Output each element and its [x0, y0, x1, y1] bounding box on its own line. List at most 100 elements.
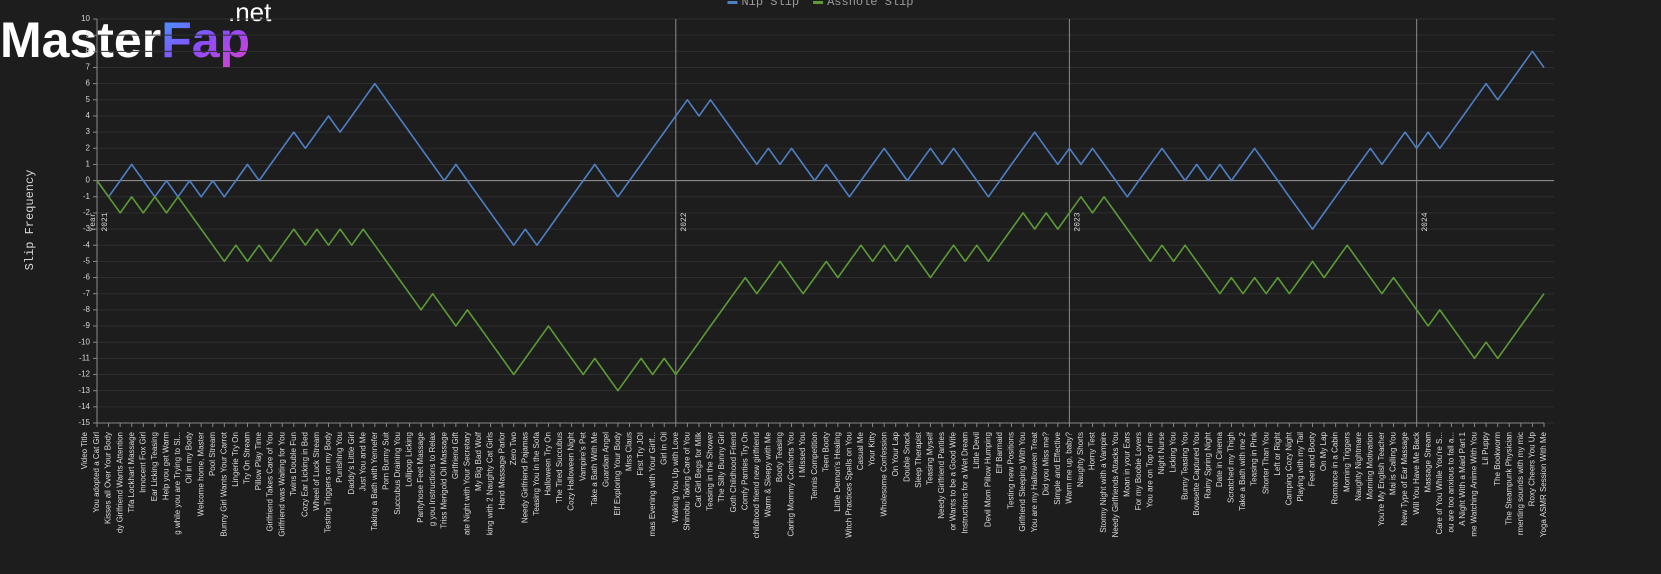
- legend-swatch: [813, 1, 824, 4]
- x-tick-label: Double Snack: [902, 431, 911, 482]
- x-tick-label: Teasing in the Shower: [706, 432, 715, 511]
- x-tick-label: rmenting sounds with my mic: [1516, 432, 1525, 535]
- x-tick-label: Cozy Halloween Night: [567, 431, 576, 510]
- x-tick-label: Instructions for a Wet Dream: [960, 432, 969, 534]
- x-tick-label: Cozy Ear Licking in Bed: [300, 432, 309, 517]
- x-tick-label: Licking You: [1169, 432, 1178, 472]
- x-tick-label: Needy Girlfriend Panties: [937, 432, 946, 519]
- y-tick-label: -5: [83, 257, 91, 266]
- x-tick-label: I Missed You: [798, 432, 807, 477]
- x-tick-label: childhood friend new girlfriend: [752, 432, 761, 538]
- y-tick-label: -11: [79, 353, 91, 362]
- x-tick-label: Needy Girlfriend Pajamas: [520, 432, 529, 523]
- x-tick-label: The Tired Succubus: [555, 432, 564, 503]
- x-tick-label: Witch Practices Spells on You: [845, 432, 854, 538]
- x-tick-label: king with 2 Naughty Cat Girls: [486, 432, 495, 535]
- x-tick-label: Bowsette Captured You: [1192, 432, 1201, 516]
- x-tick-label: Moan in your Ears: [1122, 432, 1131, 497]
- y-tick-label: -15: [78, 418, 90, 427]
- x-tick-label: dy Girlfriend Wants Attention: [115, 432, 124, 533]
- x-tick-label: Testing new Positions: [1007, 432, 1016, 509]
- watermark: Master Fap .net: [0, 0, 272, 68]
- x-tick-label: Did you Miss me?: [1041, 431, 1050, 495]
- legend-label: Nip Slip: [741, 0, 799, 9]
- x-tick-label: Massage Stream: [1423, 432, 1432, 493]
- x-tick-label: Morning Motivation: [1365, 432, 1374, 500]
- legend-swatch: [727, 1, 738, 4]
- x-tick-label: Wholesome Confession: [879, 432, 888, 516]
- x-tick-label: Naughty Nightmare: [1354, 431, 1363, 500]
- x-tick-label: Naughty Shorts: [1076, 432, 1085, 487]
- x-tick-label: The Silly Bunny Girl: [717, 432, 726, 502]
- x-tick-label: The Steampunk Physician: [1504, 432, 1513, 525]
- y-tick-label: -12: [78, 370, 90, 379]
- x-tick-label: Lollipop Licking: [405, 432, 414, 487]
- year-label: 2022: [680, 212, 689, 231]
- x-tick-label: ate Night with Your Secretary: [463, 432, 472, 535]
- x-tick-label: Oil in my Body: [185, 432, 194, 484]
- x-tick-label: Take a Bath with me 2: [1238, 431, 1247, 510]
- y-tick-label: -4: [83, 240, 91, 249]
- x-tick-label: Halloween Try On: [544, 432, 553, 496]
- x-tick-label: Succubus Draining You: [393, 432, 402, 515]
- x-tick-label: Vampire's Pet: [578, 431, 587, 481]
- x-axis-title: Video Title: [80, 431, 89, 469]
- x-tick-label: Lil Puppy: [1481, 432, 1490, 465]
- x-tick-label: Feet and Booty: [1308, 432, 1317, 486]
- x-tick-label: Shinobu Taking Care of You: [682, 432, 691, 531]
- y-tick-label: 3: [86, 127, 91, 136]
- x-tick-label: Girlfriend Sleeping With You: [1018, 432, 1027, 532]
- x-tick-label: Roxy Cheers You Up: [1528, 431, 1537, 506]
- line-series: [96, 50, 1545, 246]
- x-tick-label: Daddy's Little Girl: [347, 432, 356, 495]
- year-label: 2023: [1073, 212, 1082, 231]
- x-tick-label: Pool Stream: [208, 432, 217, 476]
- y-tick-label: -14: [78, 402, 90, 411]
- watermark-main: Master: [0, 12, 161, 68]
- y-tick-label: -10: [78, 337, 90, 346]
- x-tick-label: Hand Massage Parlor: [497, 432, 506, 510]
- x-tick-label: Teasing You in the Sofa: [532, 431, 541, 515]
- x-tick-label: Innocent Fox Girl: [138, 432, 147, 493]
- x-tick-label: Testing Triggers on my Body: [324, 432, 333, 533]
- x-tick-label: Elf Exploring Your Body: [613, 432, 622, 516]
- x-tick-label: g while you are Trying to Sl...: [173, 432, 182, 535]
- x-tick-label: or Wants to be a Good Wife: [949, 431, 958, 530]
- x-tick-label: Little Demon's Healing: [833, 432, 842, 512]
- x-tick-label: Cat Girl Begs for Milk: [694, 431, 703, 508]
- x-tick-label: Your Kitty: [868, 432, 877, 466]
- x-tick-label: Will You Have Me Back: [1412, 431, 1421, 515]
- y-tick-label: -2: [83, 208, 91, 217]
- x-tick-label: Just You and Me: [358, 431, 367, 491]
- x-tick-label: me Watching Anime With You: [1470, 432, 1479, 537]
- y-tick-label: 1: [86, 160, 91, 169]
- y-tick-label: 10: [81, 14, 90, 23]
- x-tick-label: Simple and Effective: [1053, 431, 1062, 504]
- y-tick-label: 4: [86, 111, 91, 120]
- x-tick-label: Warm & Sleepy with Me: [764, 431, 773, 517]
- x-tick-label: You are on Top of me: [1146, 431, 1155, 507]
- x-tick-label: Miss Claus: [625, 432, 634, 471]
- x-tick-label: A Night With a Maid Part 1: [1458, 431, 1467, 525]
- x-tick-label: For my Boobie Lovers: [1134, 432, 1143, 510]
- x-tick-label: First Try JOI: [636, 432, 645, 476]
- x-tick-label: Pillow Play Time: [254, 431, 263, 490]
- x-tick-label: Welcome home, Master: [196, 432, 205, 517]
- x-tick-label: Bunny Girl Wants Your Carrot: [219, 431, 228, 536]
- x-tick-label: My Big Bad Wolf: [474, 431, 483, 491]
- x-tick-label: Bunny Teasing You: [1180, 432, 1189, 500]
- watermark-suffix: .net: [228, 0, 272, 27]
- x-tick-label: Mai is Calling You: [1389, 432, 1398, 495]
- grid: [93, 18, 1554, 424]
- x-tick-label: Help you get Warm: [162, 432, 171, 501]
- x-tick-label: Girl in Oil: [659, 432, 668, 465]
- x-tick-label: Guardian Angel: [601, 432, 610, 487]
- x-tick-label: Needy Girlfriends Attacks You: [1111, 432, 1120, 537]
- x-tick-label: Care of You While You're S...: [1435, 432, 1444, 534]
- x-tick-label: g you Instructions to Relax: [428, 432, 437, 526]
- x-tick-label: Goth Childhood Friend: [729, 432, 738, 513]
- x-tick-label: The Bookworm: [1493, 432, 1502, 486]
- x-tick-label: On My Lap: [1319, 431, 1328, 471]
- line-series: [96, 180, 1545, 392]
